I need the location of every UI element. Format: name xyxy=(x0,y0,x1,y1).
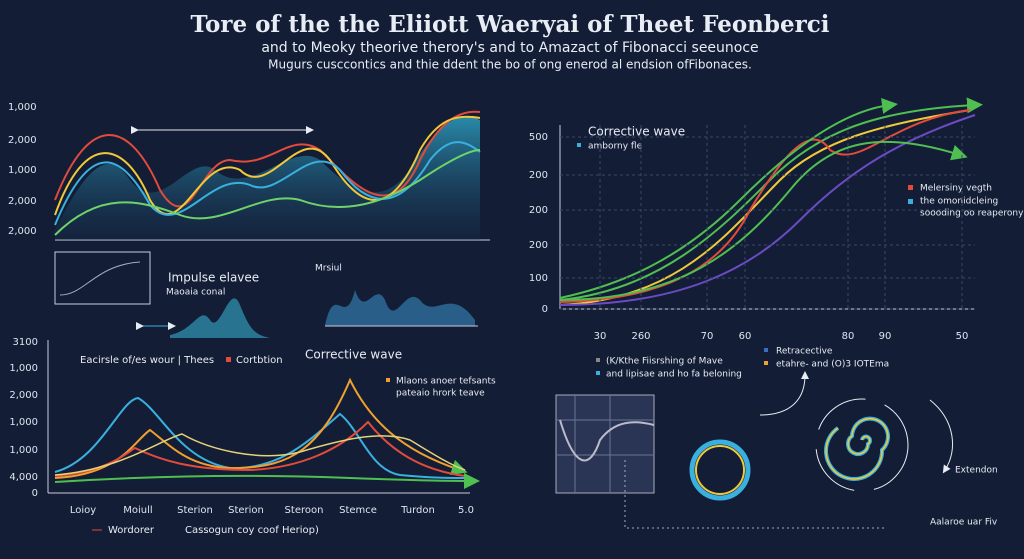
x-tick-label: Sterion xyxy=(228,505,264,516)
subtitle: and to Meoky theorive therory's and to A… xyxy=(261,40,758,56)
y-tick-label: 2,000 xyxy=(8,196,37,207)
legend-swatch xyxy=(386,378,390,382)
ring xyxy=(695,445,745,495)
ring xyxy=(689,439,751,501)
y-tick-label: 1,000 xyxy=(8,102,37,113)
y-tick-label: 2,000 xyxy=(8,135,37,146)
legend-swatch xyxy=(577,143,581,147)
y-tick-label: 3100 xyxy=(13,337,38,348)
x-tick-label: 30 xyxy=(594,331,607,342)
wave xyxy=(54,141,481,226)
legend: Cassogun coy coof Heriop) xyxy=(185,525,319,536)
x-tick-label: Steroon xyxy=(285,505,324,516)
x-tick-label: 50 xyxy=(956,331,969,342)
mini-wave xyxy=(325,290,475,326)
legend: Cortbtion xyxy=(236,355,283,366)
wave xyxy=(54,377,468,479)
legend: and lipisae and ho fa beloning xyxy=(606,370,742,380)
y-tick-label: 0 xyxy=(32,488,38,499)
wave xyxy=(54,396,471,479)
note: Mlaons anoer tefsants xyxy=(396,377,496,387)
bottom-left-chart xyxy=(47,340,480,494)
legend: Retracective xyxy=(776,347,833,357)
y-tick-label: 0 xyxy=(542,304,548,315)
wave xyxy=(54,433,466,476)
y-tick-label: 100 xyxy=(529,273,548,284)
legend-swatch xyxy=(596,358,600,362)
inset-box xyxy=(54,251,151,305)
right-title: Corrective wave xyxy=(588,125,685,139)
wave xyxy=(54,115,481,216)
arrow xyxy=(929,399,954,474)
right-note: amborny fle xyxy=(588,142,643,152)
wave xyxy=(54,149,481,236)
x-tick-label: Sterion xyxy=(177,505,213,516)
wave xyxy=(54,472,480,489)
legend-swatch xyxy=(226,357,231,362)
x-tick-label: Moiull xyxy=(123,505,152,516)
connector xyxy=(624,460,885,529)
x-tick-label: 80 xyxy=(842,331,855,342)
y-tick-label: 1,000 xyxy=(9,417,38,428)
curve xyxy=(559,109,971,306)
legend: etahre- and (O)3 IOTEma xyxy=(776,360,889,370)
y-tick-label: 2,000 xyxy=(8,226,37,237)
spiral-orbit xyxy=(815,398,909,492)
y-tick-label: 500 xyxy=(529,132,548,143)
legend: (K/Kthe Fiisrshing of Mave xyxy=(606,357,723,367)
legend: Eacirsle of/es wour | Thees xyxy=(80,355,214,366)
right-chart xyxy=(559,97,983,310)
fib-box xyxy=(555,394,655,494)
legend: soooding oo reaperony xyxy=(920,209,1024,219)
legend-swatch xyxy=(596,371,600,375)
inset-curve xyxy=(59,261,141,296)
spiral-label: Extendon xyxy=(955,466,998,476)
top-left-chart xyxy=(54,110,490,241)
title: Tore of the the Eliiott Waeryai of Theet… xyxy=(191,11,830,38)
mini-wave xyxy=(170,298,270,338)
x-tick-label: 60 xyxy=(739,331,752,342)
y-tick-label: 200 xyxy=(529,205,548,216)
x-tick-label: 260 xyxy=(631,331,650,342)
legend-swatch xyxy=(908,185,913,190)
y-tick-label: 1,000 xyxy=(8,165,37,176)
curve xyxy=(559,140,968,301)
x-tick-label: 5.0 xyxy=(458,505,474,516)
x-tick-label: Loioy xyxy=(70,505,96,516)
inset-note: Maoaia conal xyxy=(166,288,225,298)
fib-grid xyxy=(556,395,654,493)
x-tick-label: Stemce xyxy=(339,505,377,516)
y-tick-label: 200 xyxy=(529,170,548,181)
wave-label: Corrective wave xyxy=(305,348,402,362)
legend: the omonidcleing xyxy=(920,197,998,207)
legend: Wordorer xyxy=(108,525,155,536)
x-tick-label: 70 xyxy=(701,331,714,342)
y-tick-label: 2,000 xyxy=(9,390,38,401)
x-tick-label: 90 xyxy=(879,331,892,342)
legend-swatch xyxy=(908,199,913,204)
arrow xyxy=(759,371,809,416)
note: pateaio hrork teave xyxy=(396,389,485,399)
caption: Mugurs cusccontics and thie ddent the bo… xyxy=(268,58,752,72)
legend: Melersiny vegth xyxy=(920,184,992,194)
legend-swatch xyxy=(764,348,768,352)
spiral xyxy=(825,417,889,480)
curve xyxy=(559,98,898,299)
spiral-note: Aalaroe uar Fiv xyxy=(930,518,998,528)
inset-title: Impulse elavee xyxy=(168,271,259,285)
legend-swatch xyxy=(764,361,768,365)
wave xyxy=(54,110,481,208)
y-tick-label: 1,000 xyxy=(9,363,38,374)
y-tick-label: 4,000 xyxy=(9,472,38,483)
y-tick-label: 200 xyxy=(529,240,548,251)
y-tick-label: 1,000 xyxy=(9,445,38,456)
wave-label: Mrsiul xyxy=(315,264,342,274)
wave xyxy=(54,420,466,477)
x-tick-label: Turdon xyxy=(400,505,435,516)
fib-curve xyxy=(559,419,655,462)
